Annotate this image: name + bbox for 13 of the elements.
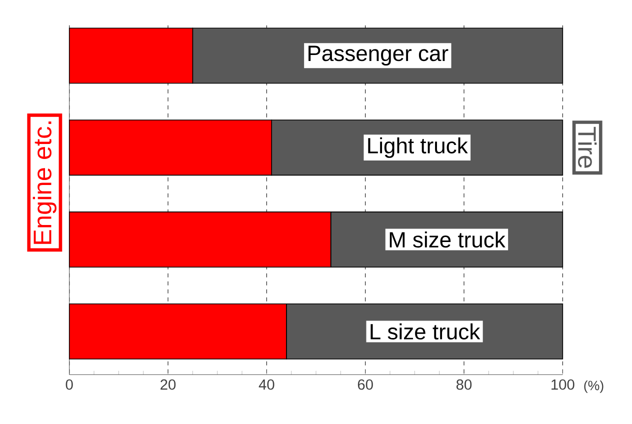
x-axis-title: (%) — [584, 380, 604, 393]
x-tick-label: 60 — [358, 379, 373, 390]
text: Engine etc. — [32, 122, 56, 244]
y-tick-label: L size truck — [370, 323, 480, 340]
x-tick-label: 20 — [160, 379, 176, 390]
x-tick-label: 0 — [66, 379, 73, 390]
text: Tire — [578, 126, 597, 168]
y-tick-label: Passenger car — [308, 46, 448, 66]
x-tick-label: 40 — [258, 379, 274, 390]
y-tick-label: Light truck — [368, 137, 468, 158]
x-tick-label: 100 — [552, 379, 574, 390]
x-tick-label: 80 — [456, 379, 472, 390]
y-tick-label: M size truck — [390, 231, 506, 248]
